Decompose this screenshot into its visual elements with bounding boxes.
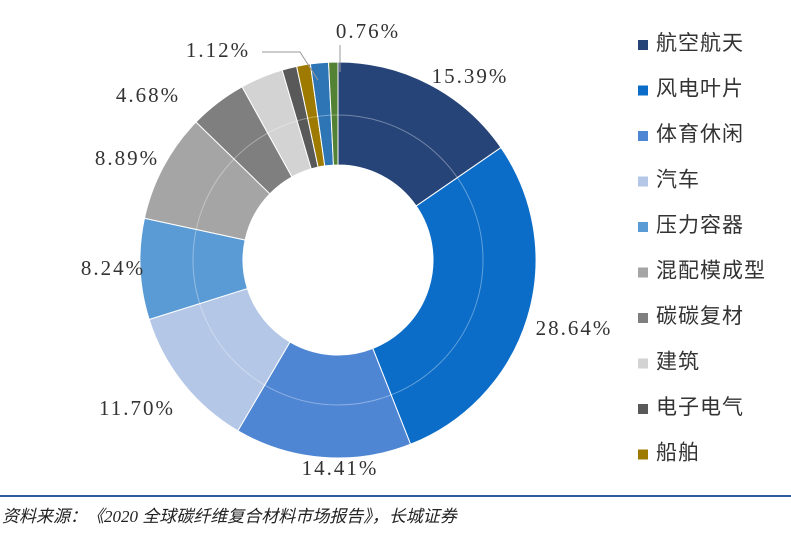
legend-swatch (638, 131, 648, 141)
legend-label: 风电叶片 (656, 76, 744, 100)
donut-slice (328, 61, 339, 166)
donut-slice (372, 146, 537, 445)
data-label: 1.12% (186, 38, 250, 62)
legend-swatch (638, 404, 648, 414)
legend-label: 体育休闲 (656, 122, 744, 146)
legend-label: 电子电气 (656, 395, 744, 419)
data-label: 4.68% (116, 83, 180, 107)
legend-swatch (638, 313, 648, 323)
data-label: 8.24% (81, 256, 145, 280)
data-label: 11.70% (99, 396, 175, 420)
legend-swatch (638, 267, 648, 278)
legend-label: 碳碳复材 (656, 304, 744, 328)
legend-label: 汽车 (656, 167, 700, 191)
legend-swatch (638, 85, 648, 96)
donut-slice (337, 61, 502, 207)
legend-label: 混配模成型 (656, 258, 766, 282)
legend-label: 航空航天 (656, 31, 744, 55)
source-note: 资料来源：《2020 全球碳纤维复合材料市场报告》，长城证券 (2, 507, 459, 526)
legend-label: 船舶 (656, 440, 700, 464)
donut-slice (237, 341, 412, 459)
data-label: 14.41% (302, 456, 379, 480)
data-label: 15.39% (432, 64, 509, 88)
legend-swatch (638, 40, 648, 50)
data-label: 28.64% (536, 316, 613, 340)
data-label: 0.76% (336, 19, 400, 43)
legend-swatch (638, 358, 648, 369)
legend-swatch (638, 176, 648, 187)
leader-line (262, 51, 319, 81)
inner-ring (192, 114, 484, 406)
legend-swatch (638, 449, 648, 460)
legend-label: 压力容器 (656, 213, 744, 237)
data-label: 8.89% (95, 146, 159, 170)
legend-label: 建筑 (656, 349, 700, 373)
legend-swatch (638, 222, 648, 232)
